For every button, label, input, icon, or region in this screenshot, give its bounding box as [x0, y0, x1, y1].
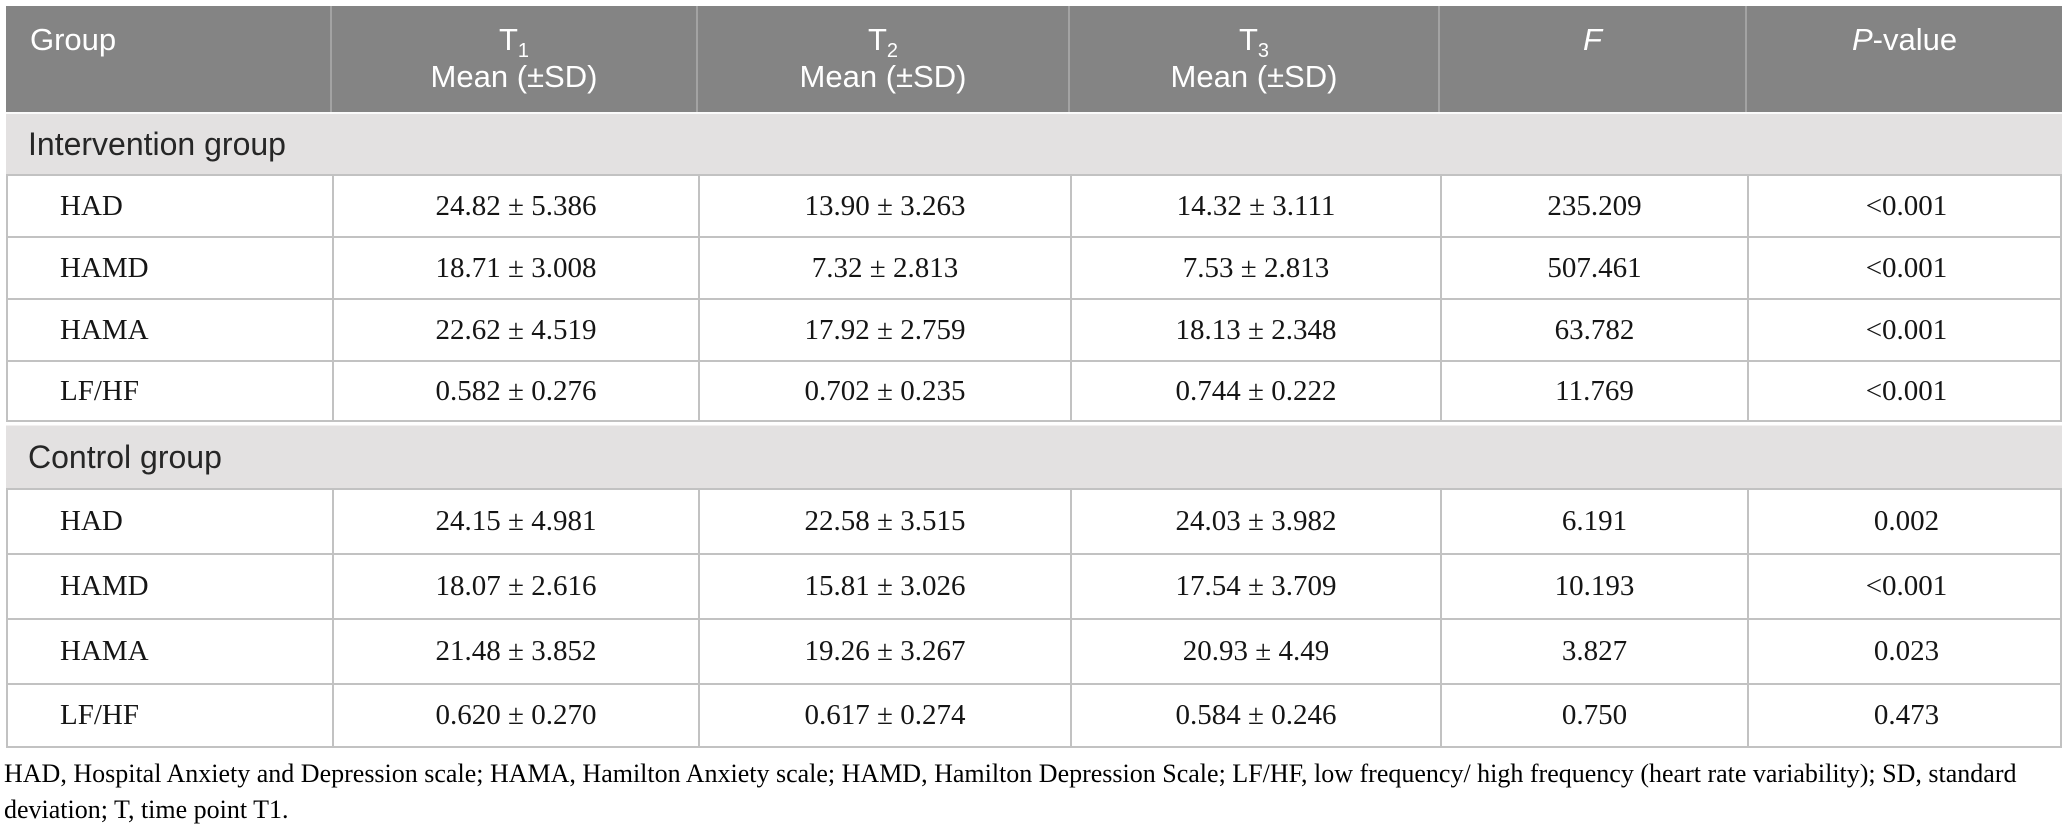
cell-t1: 18.07 ± 2.616: [332, 555, 698, 618]
header-t2-line1: T2: [867, 22, 899, 63]
cell-t1: 0.582 ± 0.276: [332, 362, 698, 420]
table-row-lfhf: LF/HF 0.620 ± 0.270 0.617 ± 0.274 0.584 …: [6, 683, 2062, 748]
cell-t1: 22.62 ± 4.519: [332, 300, 698, 360]
cell-t1: 24.82 ± 5.386: [332, 176, 698, 236]
table-footnote: HAD, Hospital Anxiety and Depression sca…: [4, 759, 2017, 824]
row-label: HAD: [60, 189, 123, 222]
cell-t2: 0.702 ± 0.235: [698, 362, 1070, 420]
table-row-hamd: HAMD 18.07 ± 2.616 15.81 ± 3.026 17.54 ±…: [6, 553, 2062, 618]
cell-t3: 0.584 ± 0.246: [1070, 685, 1440, 746]
header-t2: T2 Mean (±SD): [696, 6, 1068, 112]
header-p-value: P-value: [1745, 6, 2062, 112]
header-group: Group: [30, 22, 117, 57]
cell-t3: 14.32 ± 3.111: [1070, 176, 1440, 236]
cell-f: 6.191: [1440, 490, 1747, 553]
section-control-rows: HAD 24.15 ± 4.981 22.58 ± 3.515 24.03 ± …: [6, 488, 2062, 748]
t3-subscript: 3: [1257, 40, 1270, 63]
section-intervention-rows: HAD 24.82 ± 5.386 13.90 ± 3.263 14.32 ± …: [6, 174, 2062, 422]
row-label: HAMA: [60, 635, 149, 667]
cell-f: 10.193: [1440, 555, 1747, 618]
cell-t2: 19.26 ± 3.267: [698, 620, 1070, 683]
table-row-lfhf: LF/HF 0.582 ± 0.276 0.702 ± 0.235 0.744 …: [6, 360, 2062, 422]
cell-t3: 18.13 ± 2.348: [1070, 300, 1440, 360]
header-t1-line1: T1: [498, 22, 530, 63]
t2-subscript: 2: [886, 40, 899, 63]
cell-p: <0.001: [1747, 238, 2064, 298]
section-header-intervention: Intervention group: [6, 112, 2062, 174]
table-row-had: HAD 24.82 ± 5.386 13.90 ± 3.263 14.32 ± …: [6, 174, 2062, 236]
cell-t2: 22.58 ± 3.515: [698, 490, 1070, 553]
cell-t3: 20.93 ± 4.49: [1070, 620, 1440, 683]
cell-t1: 21.48 ± 3.852: [332, 620, 698, 683]
cell-t2: 15.81 ± 3.026: [698, 555, 1070, 618]
cell-p: <0.001: [1747, 362, 2064, 420]
table-header-row: Group T1 Mean (±SD) T2 Mean (±SD) T3 Mea…: [6, 6, 2062, 112]
cell-f: 507.461: [1440, 238, 1747, 298]
table-row-hama: HAMA 21.48 ± 3.852 19.26 ± 3.267 20.93 ±…: [6, 618, 2062, 683]
cell-p: <0.001: [1747, 300, 2064, 360]
header-t2-line2: Mean (±SD): [799, 59, 967, 94]
row-label: LF/HF: [60, 374, 139, 407]
header-f-statistic: F: [1438, 6, 1745, 112]
cell-f: 3.827: [1440, 620, 1747, 683]
cell-t1: 18.71 ± 3.008: [332, 238, 698, 298]
cell-f: 0.750: [1440, 685, 1747, 746]
cell-t1: 0.620 ± 0.270: [332, 685, 698, 746]
cell-t3: 17.54 ± 3.709: [1070, 555, 1440, 618]
table-row-hamd: HAMD 18.71 ± 3.008 7.32 ± 2.813 7.53 ± 2…: [6, 236, 2062, 298]
cell-p: 0.002: [1747, 490, 2064, 553]
cell-t2: 0.617 ± 0.274: [698, 685, 1070, 746]
cell-t2: 13.90 ± 3.263: [698, 176, 1070, 236]
row-label: HAMD: [60, 570, 149, 602]
table-row-had: HAD 24.15 ± 4.981 22.58 ± 3.515 24.03 ± …: [6, 488, 2062, 553]
section-header-control: Control group: [6, 425, 2062, 488]
cell-t3: 7.53 ± 2.813: [1070, 238, 1440, 298]
header-t3: T3 Mean (±SD): [1068, 6, 1438, 112]
t1-subscript: 1: [517, 40, 530, 63]
header-p-italic: P: [1851, 22, 1873, 57]
cell-f: 235.209: [1440, 176, 1747, 236]
table-row-hama: HAMA 22.62 ± 4.519 17.92 ± 2.759 18.13 ±…: [6, 298, 2062, 360]
row-label: LF/HF: [60, 699, 139, 731]
cell-p: 0.473: [1747, 685, 2064, 746]
cell-p: 0.023: [1747, 620, 2064, 683]
cell-t1: 24.15 ± 4.981: [332, 490, 698, 553]
cell-p: <0.001: [1747, 555, 2064, 618]
row-label: HAMA: [60, 313, 149, 346]
header-t3-line1: T3: [1238, 22, 1270, 63]
cell-p: <0.001: [1747, 176, 2064, 236]
row-label: HAD: [60, 505, 123, 537]
cell-f: 63.782: [1440, 300, 1747, 360]
cell-t3: 0.744 ± 0.222: [1070, 362, 1440, 420]
row-label: HAMD: [60, 251, 149, 284]
cell-t2: 7.32 ± 2.813: [698, 238, 1070, 298]
cell-t2: 17.92 ± 2.759: [698, 300, 1070, 360]
header-t1-line2: Mean (±SD): [430, 59, 598, 94]
header-t3-line2: Mean (±SD): [1170, 59, 1338, 94]
cell-t3: 24.03 ± 3.982: [1070, 490, 1440, 553]
cell-f: 11.769: [1440, 362, 1747, 420]
header-p-rest: -value: [1872, 22, 1958, 57]
header-t1: T1 Mean (±SD): [330, 6, 696, 112]
results-table: Group T1 Mean (±SD) T2 Mean (±SD) T3 Mea…: [6, 6, 2062, 748]
